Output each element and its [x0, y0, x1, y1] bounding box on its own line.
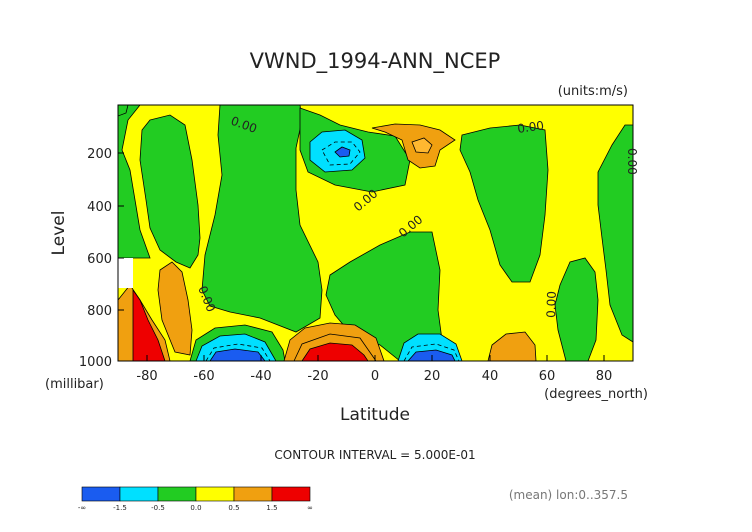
x-tick-label-3: -20	[307, 369, 328, 384]
contour-interval-text: CONTOUR INTERVAL = 5.000E-01	[274, 448, 475, 462]
colorbar-label-5: 1.5	[266, 504, 277, 512]
y-axis: 200 400 600 800 1000 Level (millibar)	[45, 147, 124, 392]
colorbar-swatch-0	[81, 486, 121, 502]
region-neg-weak-10	[118, 105, 129, 117]
region-neg-weak-6	[459, 124, 549, 283]
y-tick-label-0: 200	[87, 147, 112, 162]
region-pos-strong-1	[411, 137, 433, 154]
below-ground-mask	[118, 258, 133, 288]
x-tick-label-7: 60	[539, 369, 556, 384]
region-pos-strong-3	[132, 288, 166, 361]
colorbar-label-1: -1.5	[113, 504, 127, 512]
region-neg-weak-7	[554, 257, 599, 361]
x-tick-label-4: 0	[371, 369, 379, 384]
dashed-contour-2	[205, 343, 271, 361]
colorbar-label-3: 0.0	[190, 504, 201, 512]
contour-label-2: 0.00	[625, 148, 639, 175]
contour-label-1: 0.00	[516, 118, 544, 136]
dashed-contour-3	[403, 343, 460, 361]
colorbar-label-2: -0.5	[151, 504, 165, 512]
solid-contour-1	[293, 333, 377, 361]
colorbar-label-4: 0.5	[228, 504, 239, 512]
region-neg-weak-2	[139, 114, 201, 269]
footnote: (mean) lon:0..357.5	[509, 488, 628, 502]
dashed-contour-1	[321, 141, 361, 166]
colorbar-swatch-2	[157, 486, 197, 502]
region-neg-strong-1	[334, 146, 351, 158]
y-tick-label-3: 800	[87, 304, 112, 319]
colorbar-label-0: -∞	[78, 504, 86, 512]
x-tick-label-0: -80	[136, 369, 157, 384]
colorbar-swatch-5	[271, 486, 311, 502]
region-neg-weak-8	[597, 124, 633, 343]
region-pos-moderate-3	[487, 331, 537, 361]
region-neg-weak-3	[201, 105, 323, 333]
region-pos-moderate-4	[157, 261, 193, 356]
colorbar-label-6: ∞	[307, 504, 313, 512]
x-tick-label-8: 80	[596, 369, 613, 384]
colorbar-swatch-3	[195, 486, 235, 502]
contour-label-6: 0.00	[544, 291, 559, 318]
chart-title: VWND_1994-ANN_NCEP	[250, 49, 501, 74]
x-axis: -80 -60 -40 -20 0 20 40 60 80 (degrees_n…	[136, 355, 648, 425]
x-tick-label-1: -60	[193, 369, 214, 384]
x-tick-label-6: 40	[482, 369, 499, 384]
colorbar-swatch-4	[233, 486, 273, 502]
y-axis-units: (millibar)	[45, 377, 104, 392]
region-neg-strong-2	[209, 348, 266, 361]
y-axis-label: Level	[49, 211, 69, 256]
x-axis-units: (degrees_north)	[544, 387, 648, 402]
y-tick-label-4: 1000	[79, 355, 112, 370]
colorbar: -∞ -1.5 -0.5 0.0 0.5 1.5 ∞	[78, 486, 313, 512]
y-tick-label-2: 600	[87, 252, 112, 267]
units-label: (units:m/s)	[558, 84, 628, 99]
x-tick-label-5: 20	[424, 369, 441, 384]
y-tick-label-1: 400	[87, 200, 112, 215]
x-axis-label: Latitude	[340, 405, 410, 425]
plot-area	[118, 105, 633, 361]
colorbar-swatch-1	[119, 486, 159, 502]
x-tick-label-2: -40	[250, 369, 271, 384]
